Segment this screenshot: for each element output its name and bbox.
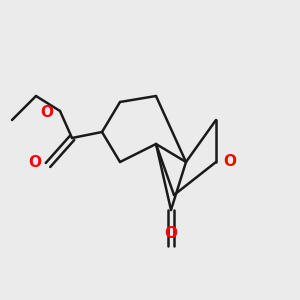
Text: O: O	[28, 155, 41, 170]
Text: O: O	[40, 105, 53, 120]
Text: O: O	[164, 226, 178, 242]
Text: O: O	[224, 154, 236, 169]
